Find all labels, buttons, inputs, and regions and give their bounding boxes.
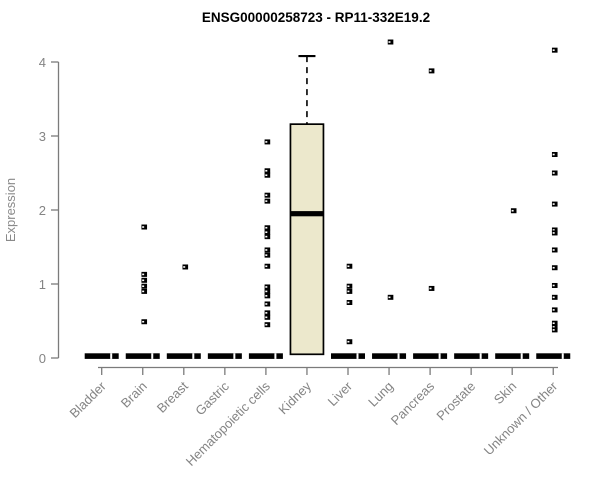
boxplot-pancreas — [413, 353, 448, 359]
outlier-point — [264, 301, 271, 307]
outlier-point — [264, 229, 271, 235]
outlier-point — [346, 283, 353, 289]
boxplot-breast — [166, 353, 201, 359]
outlier-point — [551, 307, 558, 313]
x-category-label: Prostate — [433, 379, 478, 424]
x-category-label: Liver — [325, 378, 356, 409]
outlier-point — [551, 320, 558, 326]
boxplot-liver — [331, 353, 365, 359]
x-category-label: Breast — [154, 378, 191, 415]
outlier-point — [551, 265, 558, 271]
outlier-point — [141, 288, 148, 294]
outlier-point — [551, 152, 558, 157]
outlier-point — [264, 139, 271, 145]
x-category-label: Bladder — [67, 378, 110, 421]
outlier-point — [346, 288, 353, 294]
outlier-point — [264, 247, 271, 253]
outlier-point — [428, 68, 435, 74]
outlier-point — [264, 225, 271, 231]
chart-title: ENSG00000258723 - RP11-332E19.2 — [202, 10, 430, 25]
y-axis: 0 1 2 3 4 — [39, 55, 60, 366]
outlier-point — [387, 39, 394, 45]
boxplot-bladder — [84, 353, 119, 359]
outlier-point — [346, 263, 353, 269]
outlier-point — [264, 314, 271, 320]
x-category-label: Pancreas — [388, 378, 438, 428]
boxplot-brain — [125, 353, 160, 359]
x-category-label: Skin — [491, 379, 519, 407]
outlier-point — [264, 310, 271, 316]
y-tick-label: 4 — [39, 55, 46, 70]
outlier-point — [551, 247, 558, 253]
y-tick-label: 1 — [39, 277, 46, 292]
outlier-point — [264, 234, 271, 240]
outlier-point — [264, 322, 271, 328]
boxplot-skin — [495, 353, 530, 359]
outlier-point — [141, 271, 148, 277]
outlier-point — [264, 192, 271, 198]
outlier-point — [264, 172, 271, 178]
outlier-point — [551, 47, 558, 53]
outlier-point — [551, 170, 558, 176]
outlier-point — [141, 283, 148, 289]
outlier-point — [264, 284, 271, 290]
plot-area: 0 1 2 3 4 Bladder Brain Breast GastricHematopoie… — [39, 39, 571, 469]
outlier-point — [264, 198, 271, 204]
boxplot-lung — [372, 353, 407, 359]
boxplot-kidney — [289, 54, 325, 356]
outlier-point — [264, 252, 271, 258]
outlier-point — [551, 324, 558, 330]
y-tick-label: 3 — [39, 129, 46, 144]
y-tick-label: 2 — [39, 203, 46, 218]
outlier-point — [264, 288, 271, 294]
outlier-point — [551, 294, 558, 300]
outlier-point — [141, 277, 148, 283]
outlier-point — [264, 263, 271, 269]
x-category-label: Kidney — [275, 378, 314, 417]
y-tick-label: 0 — [39, 351, 46, 366]
x-category-label: Brain — [118, 379, 150, 411]
y-axis-label: Expression — [3, 178, 18, 242]
boxplot-gastric — [207, 353, 242, 359]
boxplot-unknown-other — [536, 353, 571, 359]
outlier-point — [551, 227, 558, 233]
outlier-point — [264, 293, 271, 299]
outlier-point — [346, 339, 353, 345]
outlier-point — [141, 224, 148, 230]
x-category-label: Gastric — [192, 378, 232, 418]
outlier-point — [510, 208, 517, 214]
outlier-point — [551, 282, 558, 288]
outlier-point — [551, 230, 558, 236]
outlier-point — [428, 285, 435, 291]
outlier-point — [551, 327, 558, 333]
outlier-point — [141, 319, 148, 325]
boxplot-prostate — [454, 353, 489, 359]
boxplot-hematopoietic-cells — [248, 353, 283, 359]
outlier-point — [182, 264, 189, 270]
x-category-label: Unknown / Other — [481, 378, 561, 458]
outlier-point — [264, 168, 271, 174]
outlier-point — [551, 201, 558, 207]
outlier-point — [387, 294, 394, 300]
x-category-label: Lung — [365, 379, 396, 410]
outlier-point — [346, 300, 353, 305]
